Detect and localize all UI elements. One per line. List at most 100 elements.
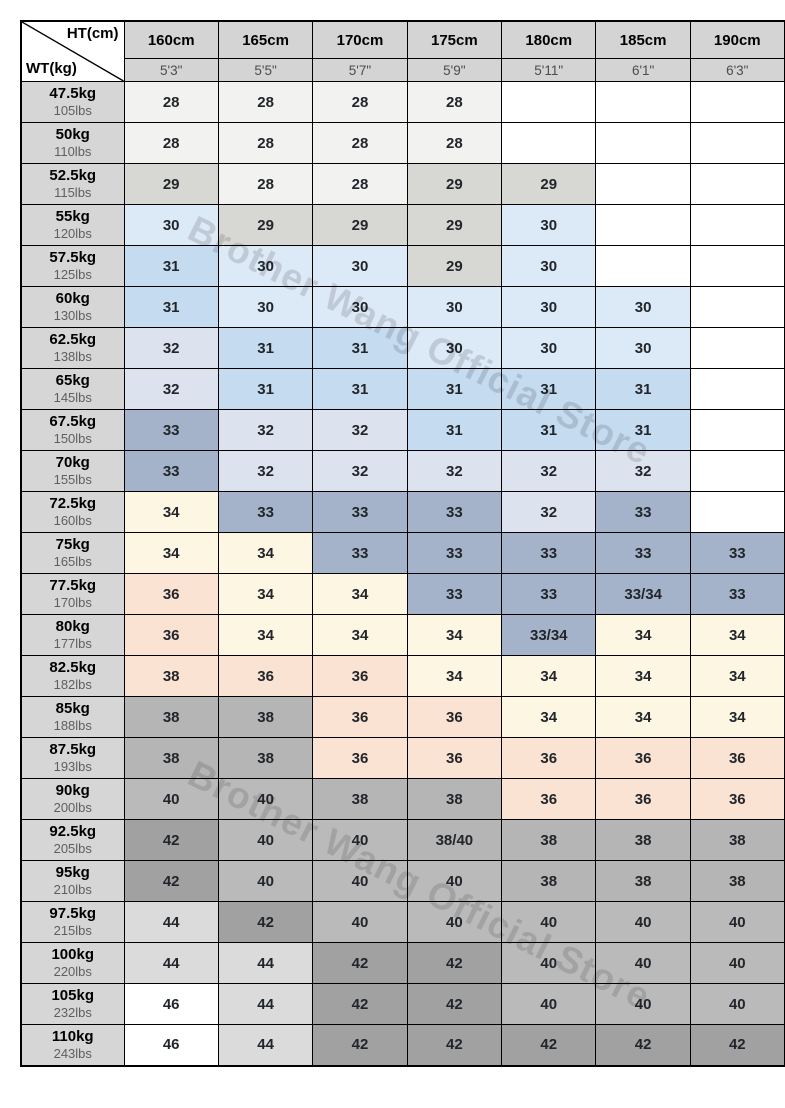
size-cell: 34 [595, 696, 691, 738]
size-cell: 40 [595, 983, 691, 1025]
size-cell: 31 [217, 368, 314, 410]
table-row: 57.5kg 125lbs 31 30 30 29 30 [20, 245, 785, 287]
weight-kg-label: 82.5kg [49, 659, 97, 677]
size-cell: 33 [595, 491, 691, 533]
size-cell: 36 [406, 696, 503, 738]
size-cell: 38 [217, 737, 314, 779]
row-header-weight: 100kg 220lbs [20, 942, 125, 984]
weight-kg-label: 52.5kg [49, 167, 97, 185]
size-cell: 31 [123, 286, 219, 328]
weight-lbs-label: 182lbs [53, 676, 92, 692]
weight-kg-label: 65kg [55, 372, 90, 390]
weight-lbs-label: 200lbs [53, 799, 92, 815]
size-cell: 28 [217, 163, 314, 205]
weight-lbs-label: 145lbs [53, 389, 92, 405]
diagonal-divider-line [22, 22, 123, 81]
size-cell: 32 [123, 368, 219, 410]
size-cell: 33 [406, 491, 503, 533]
size-cell: 30 [312, 286, 408, 328]
size-cell: 28 [123, 81, 219, 123]
weight-lbs-label: 232lbs [53, 1004, 92, 1020]
row-header-weight: 80kg 177lbs [20, 614, 125, 656]
size-cell: 36 [312, 737, 408, 779]
size-cell: 38/40 [406, 819, 503, 861]
weight-kg-label: 87.5kg [49, 741, 97, 759]
weight-lbs-label: 177lbs [53, 635, 92, 651]
weight-kg-label: 100kg [51, 946, 95, 964]
row-header-weight: 65kg 145lbs [20, 368, 125, 410]
size-cell-empty [689, 122, 785, 164]
weight-kg-label: 75kg [55, 536, 90, 554]
column-header-height-ft: 5'5" [217, 58, 314, 82]
size-cell: 38 [123, 655, 219, 697]
weight-kg-label: 50kg [55, 126, 90, 144]
size-cell: 34 [689, 614, 785, 656]
row-header-weight: 95kg 210lbs [20, 860, 125, 902]
row-header-weight: 72.5kg 160lbs [20, 491, 125, 533]
size-cell: 38 [217, 696, 314, 738]
column-header-height-ft: 5'11" [501, 58, 597, 82]
size-cell-empty [595, 245, 691, 287]
size-cell: 28 [406, 81, 503, 123]
size-cell: 32 [123, 327, 219, 369]
weight-kg-label: 62.5kg [49, 331, 97, 349]
size-cell: 30 [501, 245, 597, 287]
size-cell: 30 [595, 286, 691, 328]
size-cell: 31 [406, 409, 503, 451]
size-cell: 40 [595, 901, 691, 943]
size-cell: 34 [312, 573, 408, 615]
size-cell-empty [689, 491, 785, 533]
size-cell: 42 [123, 860, 219, 902]
table-row: 95kg 210lbs 42 40 40 40 38 38 38 [20, 860, 785, 902]
table-row: 72.5kg 160lbs 34 33 33 33 32 33 [20, 491, 785, 533]
weight-lbs-label: 115lbs [54, 184, 92, 200]
size-cell: 42 [595, 1024, 691, 1066]
size-cell: 30 [406, 286, 503, 328]
size-cell: 33 [689, 573, 785, 615]
weight-lbs-label: 215lbs [53, 922, 92, 938]
size-cell: 36 [123, 614, 219, 656]
size-cell: 40 [217, 860, 314, 902]
size-cell: 38 [595, 860, 691, 902]
row-header-weight: 87.5kg 193lbs [20, 737, 125, 779]
row-header-weight: 105kg 232lbs [20, 983, 125, 1025]
size-cell-empty [689, 286, 785, 328]
weight-lbs-label: 125lbs [53, 266, 92, 282]
size-cell: 34 [406, 614, 503, 656]
size-cell-empty [501, 122, 597, 164]
size-cell: 42 [406, 1024, 503, 1066]
size-cell: 29 [501, 163, 597, 205]
size-cell: 31 [123, 245, 219, 287]
weight-lbs-label: 205lbs [53, 840, 92, 856]
size-cell-empty [689, 409, 785, 451]
size-cell: 42 [217, 901, 314, 943]
row-header-weight: 110kg 243lbs [20, 1024, 125, 1066]
size-cell: 46 [123, 1024, 219, 1066]
size-cell-empty [595, 122, 691, 164]
size-cell: 31 [312, 368, 408, 410]
weight-kg-label: 80kg [55, 618, 90, 636]
size-cell: 34 [595, 655, 691, 697]
row-header-weight: 82.5kg 182lbs [20, 655, 125, 697]
size-cell: 38 [406, 778, 503, 820]
size-cell: 29 [406, 245, 503, 287]
column-header-height-ft: 5'3" [123, 58, 219, 82]
column-header-height-cm: 190cm [689, 20, 785, 59]
weight-lbs-label: 243lbs [53, 1045, 92, 1061]
row-header-weight: 77.5kg 170lbs [20, 573, 125, 615]
row-header-weight: 60kg 130lbs [20, 286, 125, 328]
weight-kg-label: 67.5kg [49, 413, 97, 431]
table-row: 87.5kg 193lbs 38 38 36 36 36 36 36 [20, 737, 785, 779]
size-cell: 42 [689, 1024, 785, 1066]
column-header-height-ft: 6'3" [689, 58, 785, 82]
size-cell: 38 [123, 696, 219, 738]
column-header-height-cm: 175cm [406, 20, 503, 59]
table-row: 52.5kg 115lbs 29 28 28 29 29 [20, 163, 785, 205]
size-cell: 40 [312, 819, 408, 861]
weight-lbs-label: 220lbs [53, 963, 92, 979]
size-cell: 40 [501, 942, 597, 984]
size-cell: 33 [595, 532, 691, 574]
size-cell: 28 [217, 122, 314, 164]
size-cell: 40 [595, 942, 691, 984]
table-row: 77.5kg 170lbs 36 34 34 33 33 33/34 33 [20, 573, 785, 615]
